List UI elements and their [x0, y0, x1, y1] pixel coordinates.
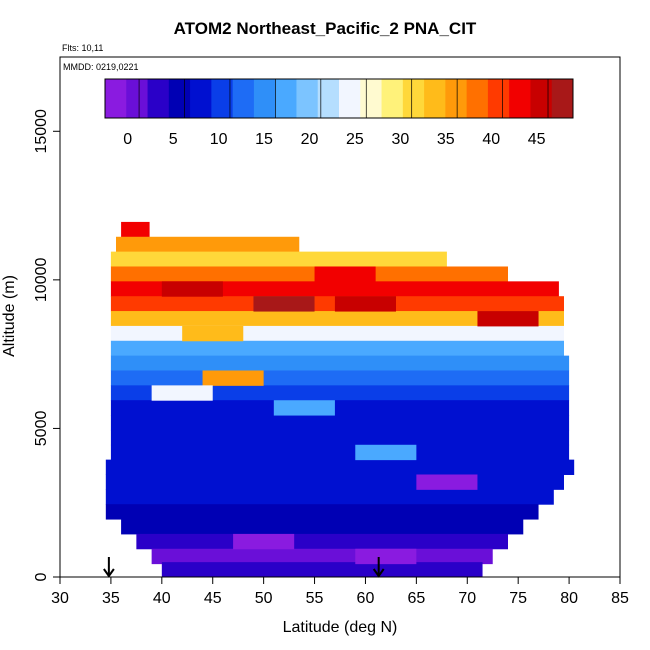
heat-layer — [110, 400, 570, 416]
colorbar-segment — [360, 79, 382, 118]
colorbar-segment — [317, 79, 340, 118]
colorbar-segment — [147, 79, 170, 118]
marker-arrow-head — [372, 568, 385, 578]
colorbar-segment — [402, 79, 425, 118]
heat-layer — [110, 444, 570, 461]
heat-hotspot — [334, 296, 396, 312]
heat-hotspot — [477, 311, 539, 327]
x-tick-label: 35 — [102, 590, 120, 607]
heat-layer — [110, 415, 570, 431]
colorbar-frame — [104, 78, 574, 119]
x-axis-label: Latitude (deg N) — [283, 619, 398, 636]
x-tick-label: 45 — [204, 590, 222, 607]
colorbar-segment — [232, 79, 255, 118]
x-tick-label: 50 — [255, 590, 273, 607]
heat-hotspot — [273, 400, 335, 416]
x-tick-label: 60 — [357, 590, 375, 607]
heat-layer — [121, 519, 524, 535]
heat-layer — [110, 385, 570, 401]
heat-layer — [105, 504, 539, 520]
heat-layer — [110, 370, 570, 386]
heat-layer — [110, 325, 564, 342]
colorbar-segment — [445, 79, 468, 118]
chart-subtitle: Flts: 10,11 — [62, 43, 104, 53]
y-tick-label: 15000 — [33, 109, 50, 154]
colorbar-segment — [190, 79, 212, 118]
x-tick-label: 65 — [407, 590, 425, 607]
x-tick-label: 85 — [611, 590, 629, 607]
x-tick-label: 80 — [560, 590, 578, 607]
colorbar-segment — [551, 79, 574, 118]
colorbar-tick-label: 10 — [210, 131, 228, 148]
y-axis-label: Altitude (m) — [1, 275, 18, 357]
colorbar-segment — [424, 79, 446, 118]
chart-title: ATOM2 Northeast_Pacific_2 PNA_CIT — [173, 19, 477, 38]
colorbar-segment — [509, 79, 531, 118]
colorbar-tick-label: 45 — [528, 131, 546, 148]
colorbar-tick-label: 5 — [169, 131, 178, 148]
heat-layer — [161, 562, 483, 578]
heat-layer — [121, 221, 150, 238]
plot-frame — [59, 56, 621, 578]
colorbar-segment — [296, 79, 319, 118]
colorbar-segment — [339, 79, 361, 118]
heat-layer — [136, 533, 508, 550]
colorbar-tick-label: 35 — [437, 131, 455, 148]
x-tick-label: 40 — [153, 590, 171, 607]
y-tick-label: 5000 — [33, 411, 50, 447]
y-tick-label: 0 — [33, 572, 50, 581]
heat-hotspot — [355, 444, 417, 461]
colorbar-tick-label: 25 — [346, 131, 364, 148]
y-tick-label: 10000 — [33, 258, 50, 303]
heat-hotspot — [182, 325, 244, 342]
colorbar-segment — [275, 79, 297, 118]
colorbar-segment — [168, 79, 191, 118]
colorbar-segment — [211, 79, 234, 118]
heat-layer — [110, 296, 564, 312]
colorbar-segment — [381, 79, 404, 118]
colorbar-segment — [253, 79, 276, 118]
colorbar-tick-label: 0 — [123, 131, 132, 148]
heat-hotspot — [161, 281, 223, 297]
heat-layer — [105, 489, 554, 505]
heat-layer — [105, 459, 575, 475]
heat-hotspot — [253, 296, 315, 312]
colorbar-segment — [466, 79, 489, 118]
heat-layer — [110, 340, 564, 357]
x-tick-label: 75 — [509, 590, 527, 607]
heat-hotspot — [202, 370, 264, 386]
colorbar-segment — [126, 79, 148, 118]
heat-hotspot — [233, 533, 295, 550]
heat-hotspot — [314, 266, 376, 282]
colorbar-segment — [487, 79, 510, 118]
heat-layer — [110, 355, 570, 371]
heat-layer — [116, 236, 300, 253]
heat-hotspot — [416, 474, 478, 490]
colorbar-tick-label: 20 — [301, 131, 319, 148]
colorbar-segment — [530, 79, 553, 118]
heat-layer — [110, 311, 564, 327]
marker-arrow-head — [103, 568, 115, 578]
plot-annotation: MMDD: 0219,0221 — [63, 62, 139, 72]
heat-layer — [110, 266, 508, 282]
heat-layer — [151, 548, 493, 565]
colorbar-tick-label: 40 — [482, 131, 500, 148]
colorbar-tick-label: 30 — [391, 131, 409, 148]
colorbar-tick-label: 15 — [255, 131, 273, 148]
heat-hotspot — [151, 385, 213, 401]
x-tick-label: 55 — [306, 590, 324, 607]
heat-layer — [110, 281, 559, 297]
x-tick-label: 30 — [51, 590, 69, 607]
heat-layer — [105, 474, 565, 490]
colorbar-segment — [105, 79, 127, 118]
heat-layer — [110, 251, 447, 267]
heat-layer — [110, 429, 570, 446]
x-tick-label: 70 — [458, 590, 476, 607]
heat-hotspot — [355, 548, 417, 565]
